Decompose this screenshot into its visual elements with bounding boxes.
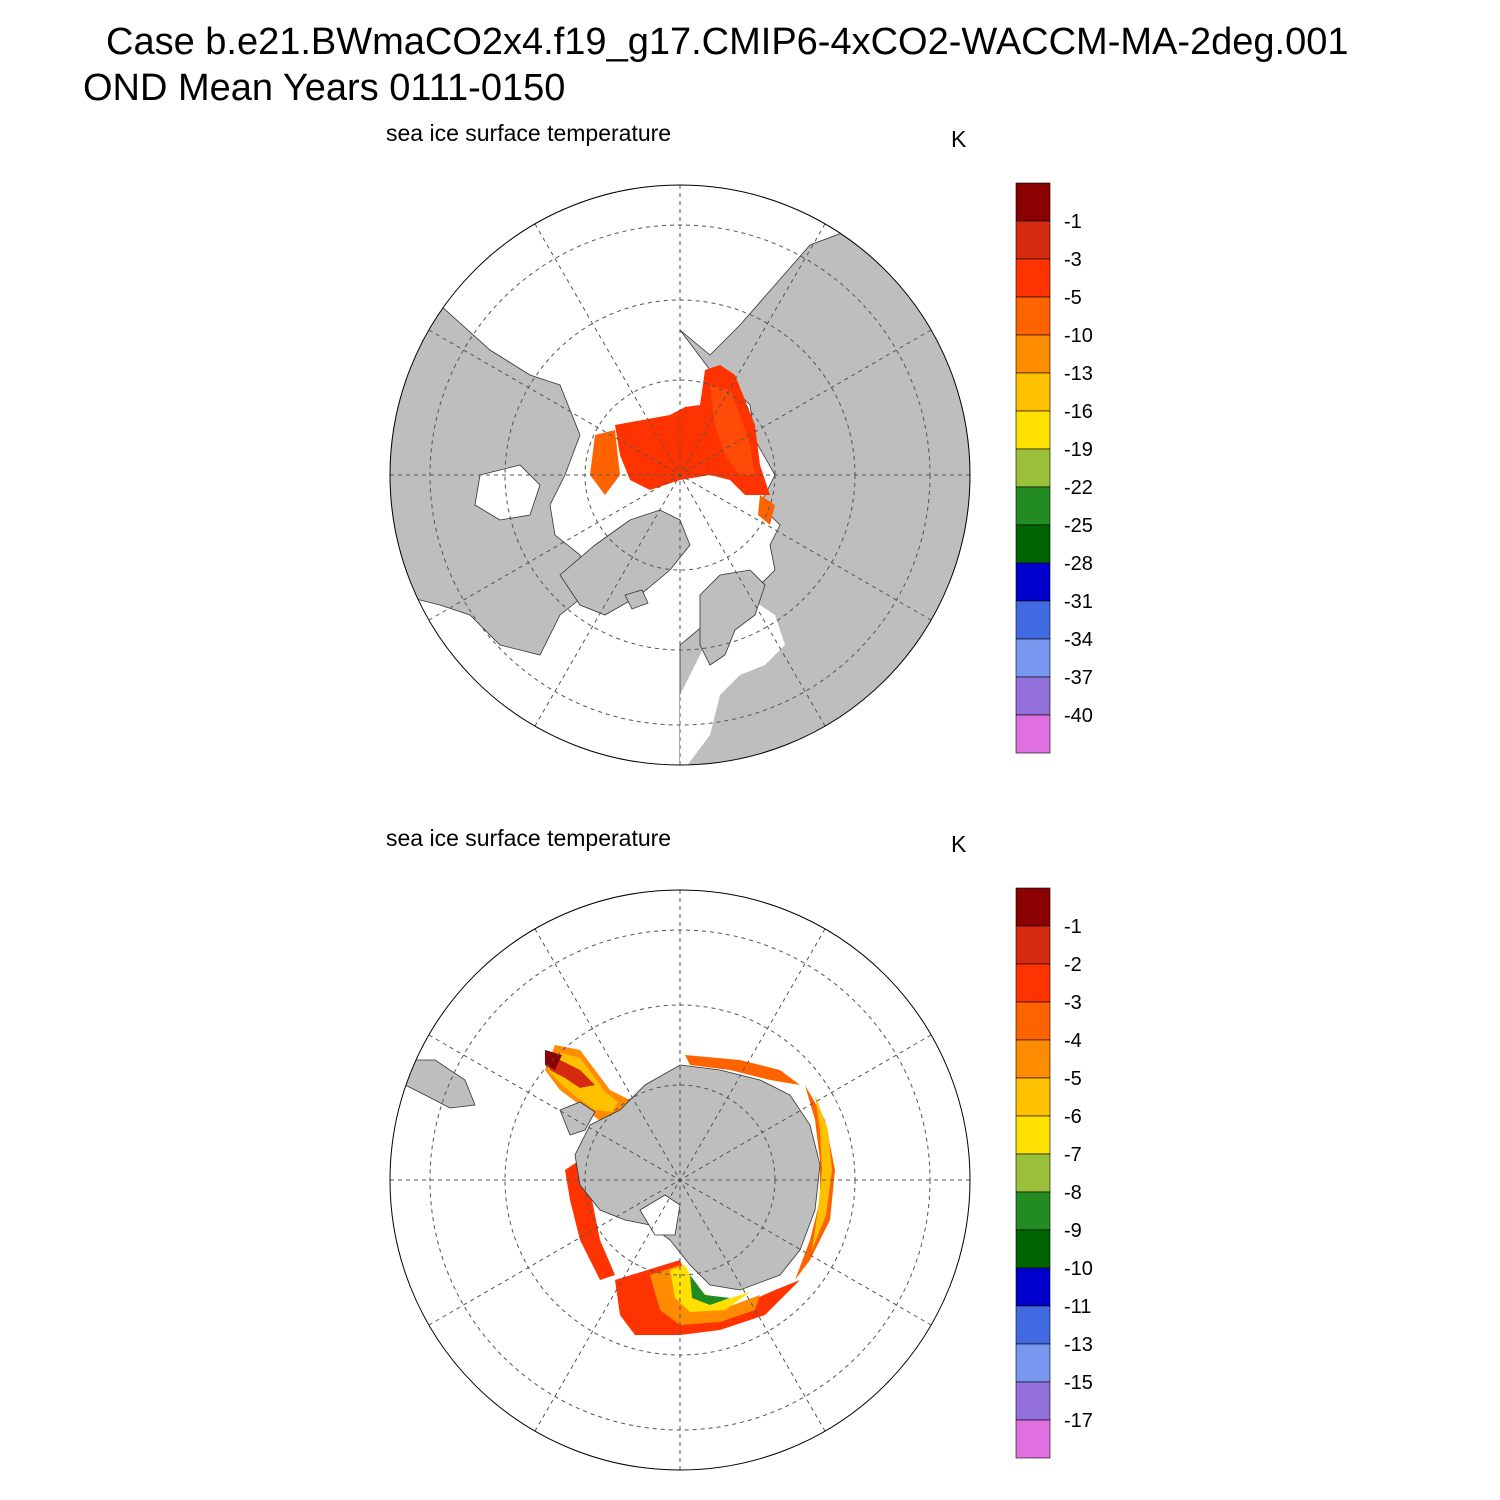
north-colorbar-tick-label: -1 (1064, 211, 1082, 233)
north-colorbar-tick-label: -25 (1064, 515, 1093, 537)
north-colorbar-swatch (1015, 410, 1051, 450)
south-colorbar-swatch (1015, 1191, 1051, 1231)
south-colorbar-tick-label: -4 (1064, 1030, 1082, 1052)
south-colorbar-swatch (1015, 1077, 1051, 1117)
south-colorbar-swatch (1015, 963, 1051, 1003)
south-colorbar-tick-label: -7 (1064, 1144, 1082, 1166)
north-map-border (389, 184, 971, 766)
north-units-label: K (951, 126, 967, 152)
north-colorbar-tick-label: -16 (1064, 401, 1093, 423)
south-colorbar-tick-label: -13 (1064, 1334, 1093, 1356)
south-colorbar-tick-label: -5 (1064, 1068, 1082, 1090)
south-panel-label: sea ice surface temperature (386, 825, 672, 851)
north-polar-map (389, 184, 971, 766)
south-colorbar: -1 -2 -3 -4 -5 -6 -7 -8 -9 -10 -11 -13 -15 -17 (1015, 887, 1093, 1459)
figure-title-period: OND Mean Years 0111-0150 (83, 67, 566, 109)
south-colorbar-swatch (1015, 1267, 1051, 1307)
south-colorbar-tick-label: -8 (1064, 1182, 1082, 1204)
south-colorbar-swatch (1015, 1305, 1051, 1345)
south-polar-map (389, 889, 971, 1471)
north-colorbar-swatch (1015, 372, 1051, 412)
north-colorbar-tick-label: -28 (1064, 553, 1093, 575)
north-sea-ice-field (590, 365, 775, 525)
north-colorbar-tick-label: -10 (1064, 325, 1093, 347)
north-colorbar-swatch (1015, 600, 1051, 640)
south-colorbar-tick-label: -11 (1064, 1296, 1091, 1318)
south-colorbar-tick-label: -1 (1064, 916, 1082, 938)
south-colorbar-tick-label: -6 (1064, 1106, 1082, 1128)
north-graticule (390, 185, 970, 765)
north-colorbar-swatch (1015, 258, 1051, 298)
south-graticule (390, 890, 970, 1470)
north-colorbar-tick-label: -22 (1064, 477, 1093, 499)
south-colorbar-tick-label: -10 (1064, 1258, 1093, 1280)
south-colorbar-tick-label: -17 (1064, 1410, 1093, 1432)
north-colorbar-swatch (1015, 562, 1051, 602)
south-map-border (389, 889, 971, 1471)
south-colorbar-tick-label: -15 (1064, 1372, 1093, 1394)
south-colorbar-swatch (1015, 1343, 1051, 1383)
south-colorbar-swatch (1015, 925, 1051, 965)
north-colorbar-tick-label: -34 (1064, 629, 1093, 651)
south-colorbar-swatch (1015, 1039, 1051, 1079)
north-colorbar: -1 -3 -5 -10 -13 -16 -19 -22 -25 -28 -31 -34 -37 -40 (1015, 182, 1093, 754)
south-colorbar-swatch (1015, 1115, 1051, 1155)
north-colorbar-tick-label: -5 (1064, 287, 1082, 309)
north-colorbar-swatch (1015, 296, 1051, 336)
north-colorbar-swatch (1015, 676, 1051, 716)
north-colorbar-swatch (1015, 334, 1051, 374)
north-colorbar-swatch (1015, 638, 1051, 678)
north-panel-label: sea ice surface temperature (386, 120, 672, 146)
south-colorbar-tick-label: -9 (1064, 1220, 1082, 1242)
south-units-label: K (951, 831, 967, 857)
north-colorbar-tick-label: -37 (1064, 667, 1093, 689)
north-colorbar-tick-label: -40 (1064, 705, 1093, 727)
south-colorbar-swatch (1015, 1001, 1051, 1041)
south-sea-ice-field (545, 1045, 835, 1335)
north-colorbar-tick-label: -19 (1064, 439, 1093, 461)
figure-title-case: Case b.e21.BWmaCO2x4.f19_g17.CMIP6-4xCO2… (106, 21, 1349, 63)
south-colorbar-swatch (1015, 887, 1051, 927)
south-colorbar-swatch (1015, 1153, 1051, 1193)
north-colorbar-swatch (1015, 448, 1051, 488)
south-colorbar-swatch (1015, 1381, 1051, 1421)
north-colorbar-tick-label: -3 (1064, 249, 1082, 271)
north-colorbar-swatch (1015, 220, 1051, 260)
north-colorbar-swatch (1015, 524, 1051, 564)
south-colorbar-swatch (1015, 1419, 1051, 1459)
south-colorbar-tick-label: -2 (1064, 954, 1082, 976)
north-colorbar-swatch (1015, 486, 1051, 526)
south-colorbar-tick-label: -3 (1064, 992, 1082, 1014)
north-colorbar-tick-label: -31 (1064, 591, 1093, 613)
south-colorbar-swatch (1015, 1229, 1051, 1269)
north-colorbar-tick-label: -13 (1064, 363, 1093, 385)
north-colorbar-swatch (1015, 182, 1051, 222)
north-colorbar-swatch (1015, 714, 1051, 754)
